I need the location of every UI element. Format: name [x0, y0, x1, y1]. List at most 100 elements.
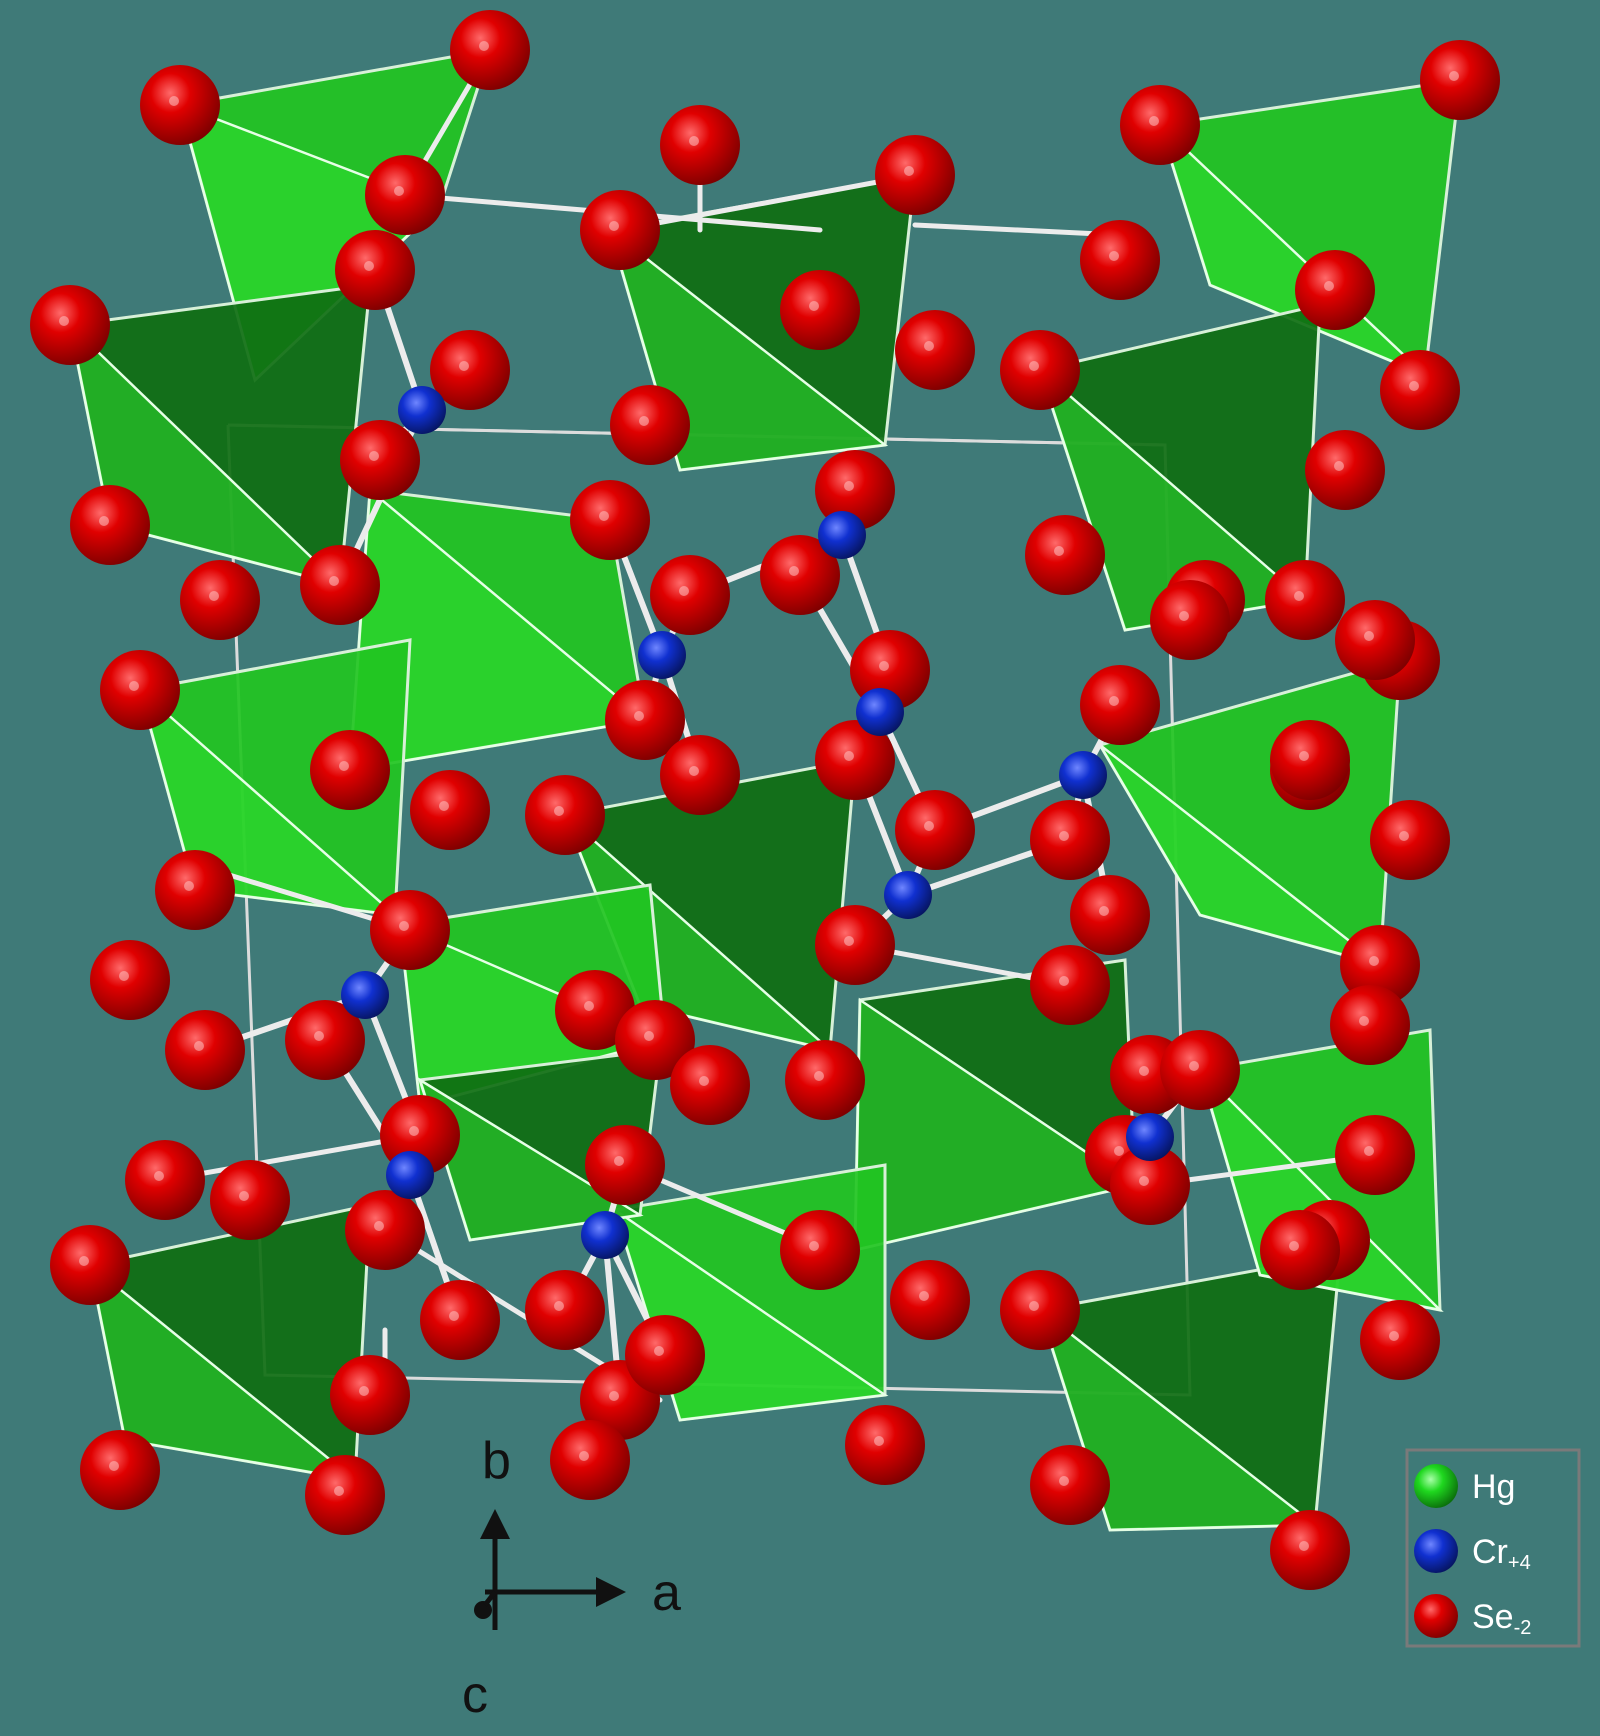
se-atom: [1000, 330, 1080, 410]
se-atom-highlight: [59, 316, 69, 326]
se-atom: [410, 770, 490, 850]
se-se-bond: [912, 222, 1123, 238]
se-atom-highlight: [1364, 1146, 1374, 1156]
se-atom-highlight: [879, 661, 889, 671]
se-atom-highlight: [844, 481, 854, 491]
se-atom-highlight: [1059, 976, 1069, 986]
se-atom-highlight: [874, 1436, 884, 1446]
se-atom-highlight: [329, 576, 339, 586]
se-atom-highlight: [634, 711, 644, 721]
axis-indicator: b a c: [462, 1432, 681, 1724]
cr-legend-swatch: [1414, 1529, 1458, 1573]
se-atom-highlight: [844, 936, 854, 946]
se-atom: [1110, 1145, 1190, 1225]
se-atom: [1030, 945, 1110, 1025]
se-atom: [890, 1260, 970, 1340]
se-atom-highlight: [924, 341, 934, 351]
se-atom-highlight: [554, 806, 564, 816]
se-atom: [815, 720, 895, 800]
se-atom: [1335, 600, 1415, 680]
se-atom: [670, 1045, 750, 1125]
se-atom-highlight: [699, 1076, 709, 1086]
se-atom: [285, 1000, 365, 1080]
se-atom-highlight: [394, 186, 404, 196]
se-atom-highlight: [809, 301, 819, 311]
se-atom: [580, 190, 660, 270]
se-atom-highlight: [409, 1126, 419, 1136]
se-atom-highlight: [194, 1041, 204, 1051]
se-atom-highlight: [609, 1391, 619, 1401]
se-atom-highlight: [1109, 251, 1119, 261]
se-atom: [1025, 515, 1105, 595]
se-atom-highlight: [609, 221, 619, 231]
se-atom-highlight: [919, 1291, 929, 1301]
se-atom-highlight: [789, 566, 799, 576]
se-atom-highlight: [239, 1191, 249, 1201]
se-atom: [610, 385, 690, 465]
se-atom-highlight: [1294, 591, 1304, 601]
se-atom-highlight: [679, 586, 689, 596]
se-atom: [605, 680, 685, 760]
se-atom: [140, 65, 220, 145]
se-atom-highlight: [1334, 461, 1344, 471]
se-atom: [165, 1010, 245, 1090]
se-atom: [1330, 985, 1410, 1065]
hg-tetrahedron-face: [1037, 1306, 1319, 1532]
se-atom-highlight: [1364, 631, 1374, 641]
se-se-bond: [162, 1132, 423, 1183]
se-atom: [1150, 580, 1230, 660]
se-atom: [1120, 85, 1200, 165]
se-atom: [650, 555, 730, 635]
cr-atom: [856, 688, 904, 736]
se-atom-highlight: [844, 751, 854, 761]
c-axis-label: c: [462, 1666, 488, 1724]
se-atom: [50, 1225, 130, 1305]
se-atom: [1270, 720, 1350, 800]
se-atom-highlight: [314, 1031, 324, 1041]
se-atom: [1420, 40, 1500, 120]
hg-se-tetrahedra: [67, 48, 1462, 1532]
se-atom: [210, 1160, 290, 1240]
se-atom: [555, 970, 635, 1050]
se-atom: [80, 1430, 160, 1510]
se-atom: [525, 775, 605, 855]
se-atom: [1080, 220, 1160, 300]
se-atom-highlight: [374, 1221, 384, 1231]
se-atom-highlight: [1299, 751, 1309, 761]
c-axis-dot: [474, 1601, 492, 1619]
se-atom: [1080, 665, 1160, 745]
se-atom: [340, 420, 420, 500]
se-atom: [845, 1405, 925, 1485]
se-atom-highlight: [1409, 381, 1419, 391]
se-atom-highlight: [554, 1301, 564, 1311]
se-atom-highlight: [1179, 611, 1189, 621]
se-atom: [660, 105, 740, 185]
se-atom: [525, 1270, 605, 1350]
se-atom: [1265, 560, 1345, 640]
se-atom: [785, 1040, 865, 1120]
se-atom: [1305, 430, 1385, 510]
legend: Hg Cr+4 Se-2: [1405, 1448, 1581, 1648]
se-atom: [1260, 1210, 1340, 1290]
se-atom-highlight: [904, 166, 914, 176]
hg-legend-label: Hg: [1472, 1468, 1515, 1506]
hg-tetrahedron-face: [853, 997, 1139, 1252]
se-atom-highlight: [364, 261, 374, 271]
b-axis-label: b: [482, 1432, 511, 1490]
se-atom-highlight: [169, 96, 179, 106]
se-atom: [430, 330, 510, 410]
se-atom: [330, 1355, 410, 1435]
se-atom: [895, 790, 975, 870]
se-atom: [155, 850, 235, 930]
se-atom-highlight: [579, 1451, 589, 1461]
se-atom-highlight: [614, 1156, 624, 1166]
se-atom: [1335, 1115, 1415, 1195]
se-atom-highlight: [1054, 546, 1064, 556]
cr-atom: [398, 386, 446, 434]
cr-atom: [638, 631, 686, 679]
se-atom-highlight: [1139, 1066, 1149, 1076]
se-atom: [815, 905, 895, 985]
se-atom-highlight: [1359, 1016, 1369, 1026]
hg-legend-swatch: [1414, 1464, 1458, 1508]
se-atom-highlight: [924, 821, 934, 831]
